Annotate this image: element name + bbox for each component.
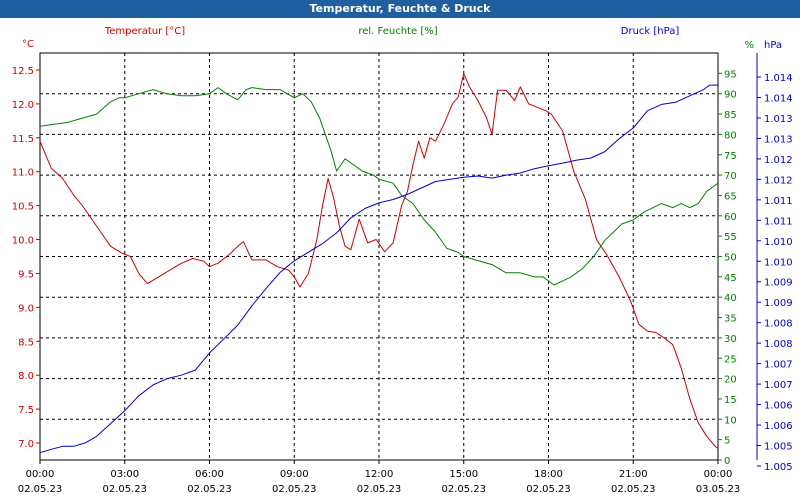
press-tick-label: 1.011 [764,196,793,207]
temp-tick-label: 10.0 [12,236,34,247]
x-tick-label-time: 15:00 [449,469,478,480]
press-tick-label: 1.012 [764,155,793,166]
hum-tick-label: 5 [724,436,730,447]
temp-tick-label: 7.0 [18,439,34,450]
x-tick-label-date: 02.05.23 [526,484,571,495]
hum-tick-label: 95 [724,69,737,80]
temp-tick-label: 12.0 [12,100,34,111]
temp-axis-caption: Temperatur [°C] [104,26,185,37]
press-unit-label: hPa [764,40,782,51]
hum-tick-label: 35 [724,314,737,325]
x-tick-label-date: 02.05.23 [357,484,402,495]
temp-unit-label: °C [22,39,34,50]
chart-canvas: 00:00 02.05.23 03:00 02.05.23 06:00 02.05.23 0… [12,26,793,495]
temp-tick-label: 8.0 [18,371,34,382]
hum-tick-label: 50 [724,253,737,264]
temp-tick-label: 12.5 [12,66,34,77]
press-tick-label: 1.010 [764,257,793,268]
x-tick-label-time: 00:00 [704,469,733,480]
x-tick-label-date: 02.05.23 [18,484,63,495]
x-tick-label-time: 03:00 [110,469,139,480]
press-tick-label: 1.009 [764,278,793,289]
x-tick-label-date: 02.05.23 [611,484,656,495]
x-tick-label-date: 02.05.23 [187,484,232,495]
hum-tick-label: 90 [724,90,737,101]
press-tick-label: 1.014 [764,73,793,84]
press-axis-caption: Druck [hPa] [621,26,680,37]
hum-tick-label: 80 [724,130,737,141]
press-tick-label: 1.008 [764,319,793,330]
temp-tick-label: 11.0 [12,168,34,179]
temperature-line [39,72,719,449]
hum-axis-caption: rel. Feuchte [%] [358,26,437,37]
hum-tick-label: 30 [724,334,737,345]
press-tick-label: 1.008 [764,339,793,350]
press-tick-label: 1.007 [764,360,793,371]
hum-tick-label: 20 [724,375,737,386]
x-tick-label-time: 18:00 [534,469,563,480]
hum-tick-label: 15 [724,395,737,406]
hum-tick-label: 65 [724,191,737,202]
press-tick-label: 1.011 [764,216,793,227]
x-tick-label-time: 21:00 [619,469,648,480]
temp-tick-label: 9.5 [18,269,34,280]
hum-tick-label: 10 [724,415,737,426]
x-tick-label-date: 02.05.23 [272,484,317,495]
temp-tick-label: 11.5 [12,134,34,145]
press-tick-label: 1.006 [764,421,793,432]
x-tick-label-date: 03.05.23 [696,484,741,495]
press-tick-label: 1.013 [764,114,793,125]
x-tick-label-time: 12:00 [365,469,394,480]
pressure-line [39,84,718,454]
press-tick-label: 1.012 [764,175,793,186]
hum-tick-label: 45 [724,273,737,284]
chart-title: Temperatur, Feuchte & Druck [0,0,800,18]
hum-tick-label: 0 [724,456,730,467]
temp-tick-label: 9.0 [18,303,34,314]
temp-tick-label: 7.5 [18,405,34,416]
press-tick-label: 1.005 [764,462,793,473]
x-tick-label-time: 00:00 [26,469,55,480]
temp-tick-label: 8.5 [18,337,34,348]
humidity-line [39,87,719,286]
press-tick-label: 1.013 [764,134,793,145]
press-tick-label: 1.006 [764,401,793,412]
hum-tick-label: 85 [724,110,737,121]
x-tick-label-date: 02.05.23 [441,484,486,495]
press-tick-label: 1.009 [764,298,793,309]
press-tick-label: 1.005 [764,442,793,453]
press-tick-label: 1.010 [764,237,793,248]
hum-unit-label: % [744,40,754,51]
press-tick-label: 1.007 [764,380,793,391]
hum-tick-label: 60 [724,212,737,223]
hum-tick-label: 75 [724,151,737,162]
hum-tick-label: 55 [724,232,737,243]
hum-tick-label: 40 [724,293,737,304]
press-tick-label: 1.014 [764,93,793,104]
x-tick-label-date: 02.05.23 [102,484,147,495]
x-tick-label-time: 09:00 [280,469,309,480]
hum-tick-label: 70 [724,171,737,182]
x-tick-label-time: 06:00 [195,469,224,480]
hum-tick-label: 25 [724,354,737,365]
temp-tick-label: 10.5 [12,202,34,213]
